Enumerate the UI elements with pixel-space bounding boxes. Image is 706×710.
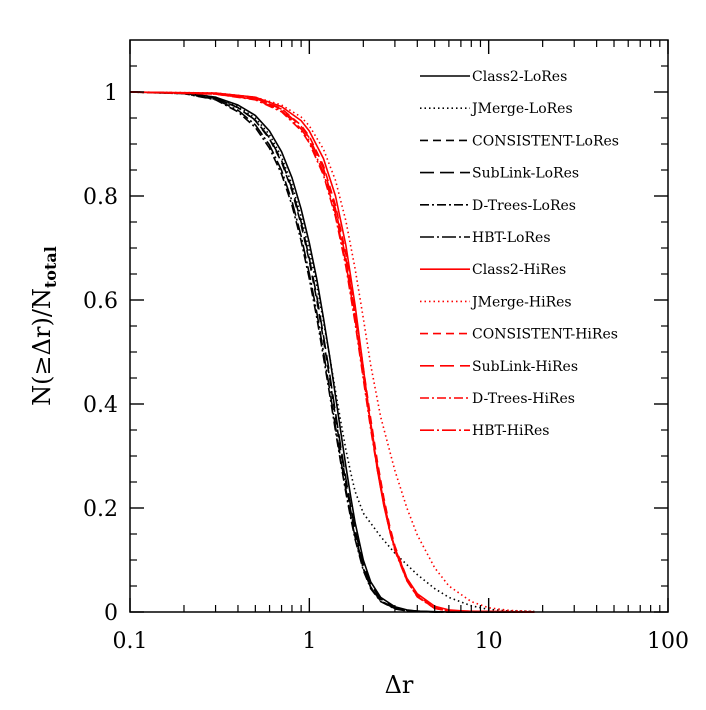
legend-entry-d-trees-hires: D-Trees-HiRes [420,391,575,407]
y-tick-label: 1 [104,81,118,106]
series-line-jmerge-lores [129,91,535,613]
legend-label: D-Trees-HiRes [472,391,575,407]
legend-label: Class2-LoRes [472,69,567,85]
legend-entry-consistent-hires: CONSISTENT-HiRes [420,327,618,343]
series-line-d-trees-lores [129,91,535,613]
legend-label: CONSISTENT-LoRes [472,133,619,149]
y-tick-label: 0.4 [83,393,118,418]
legend-label: SubLink-HiRes [472,359,578,375]
legend: Class2-LoRes JMerge-LoRes CONSISTENT-LoRes… [420,69,619,439]
legend-entry-hbt-lores: HBT-LoRes [420,230,551,246]
y-tick-label: 0 [104,601,118,626]
legend-entry-sublink-lores: SubLink-LoRes [420,166,579,182]
legend-label: SubLink-LoRes [472,166,579,182]
x-tick-label: 100 [647,629,689,654]
series-line-hbt-lores [129,91,535,613]
legend-entry-d-trees-lores: D-Trees-LoRes [420,198,576,214]
series-line-hbt-hires [129,91,535,613]
legend-entry-sublink-hires: SubLink-HiRes [420,359,578,375]
x-tick-label: 1 [302,629,316,654]
ticks-layer: 0.1 1 10 100 0 0.2 0.4 0.6 0.8 1 [83,40,689,654]
y-axis-label-main: N(≥Δr)/N [28,288,56,406]
legend-entry-hbt-hires: HBT-HiRes [420,423,549,439]
y-axis-label-subscript: total [41,246,60,288]
legend-label: HBT-HiRes [472,423,549,439]
legend-label: JMerge-HiRes [470,294,572,310]
legend-entry-class2-hires: Class2-HiRes [420,262,566,278]
legend-label: CONSISTENT-HiRes [472,327,618,343]
legend-label: Class2-HiRes [472,262,566,278]
x-tick-label: 10 [475,629,503,654]
x-axis-label: Δr [385,671,414,699]
y-axis-label: N(≥Δr)/Ntotal [28,246,60,406]
y-tick-label: 0.2 [83,497,118,522]
legend-entry-jmerge-lores: JMerge-LoRes [420,101,573,117]
series-line-sublink-lores [129,91,535,613]
legend-entry-consistent-lores: CONSISTENT-LoRes [420,133,619,149]
legend-entry-jmerge-hires: JMerge-HiRes [420,294,572,310]
x-tick-label: 0.1 [113,629,148,654]
legend-entry-class2-lores: Class2-LoRes [420,69,567,85]
y-tick-label: 0.6 [83,289,118,314]
series-line-class2-lores [129,91,535,613]
legend-label: D-Trees-LoRes [472,198,576,214]
legend-label: HBT-LoRes [472,230,551,246]
legend-label: JMerge-LoRes [470,101,573,117]
series-layer [129,91,535,613]
y-tick-label: 0.8 [83,185,118,210]
